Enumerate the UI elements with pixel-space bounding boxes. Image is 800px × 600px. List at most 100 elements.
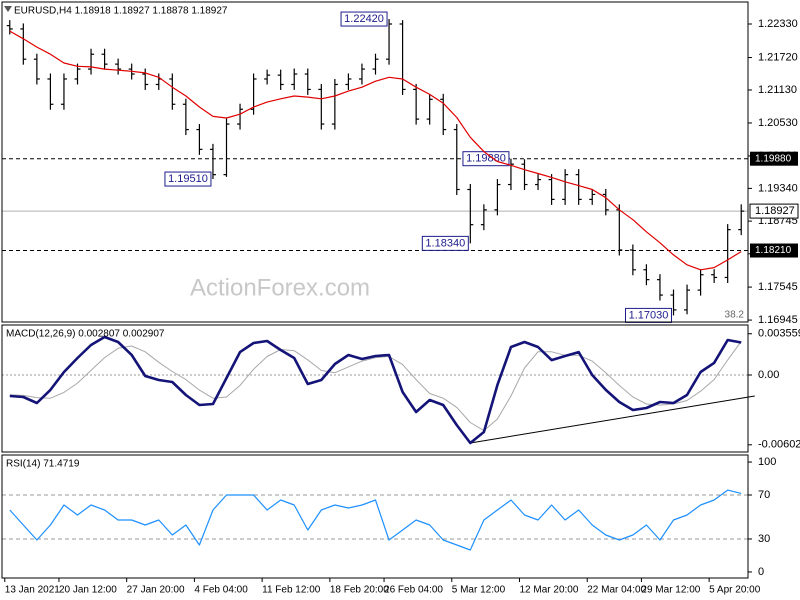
ohlc-bar bbox=[331, 78, 338, 130]
ohlc-bar bbox=[88, 48, 95, 75]
level-label: 1.18210 bbox=[755, 245, 792, 256]
y-tick-label: 1.17545 bbox=[758, 281, 798, 293]
ohlc-bar bbox=[629, 244, 636, 276]
x-tick-label: 20 Jan 12:00 bbox=[59, 585, 117, 596]
ohlc-bar bbox=[453, 124, 460, 195]
current-price-label: 1.18927 bbox=[755, 205, 795, 217]
ohlc-bar bbox=[264, 69, 271, 85]
ohlc-bar bbox=[467, 183, 474, 244]
ohlc-bar bbox=[372, 53, 379, 75]
ohlc-bar bbox=[237, 103, 244, 130]
x-tick-label: 27 Jan 20:00 bbox=[127, 585, 185, 596]
x-tick-label: 13 Jan 2021 bbox=[5, 585, 60, 596]
level-label-box bbox=[750, 151, 798, 166]
ohlc-bar bbox=[589, 188, 596, 205]
x-tick-label: 5 Mar 12:00 bbox=[452, 585, 506, 596]
ohlc-bar bbox=[223, 118, 230, 177]
ohlc-bar bbox=[575, 169, 582, 205]
panel-title: MACD(12,26,9) 0.002807 0.002907 bbox=[6, 329, 165, 340]
ohlc-bar bbox=[169, 73, 176, 110]
ohlc-bar bbox=[670, 289, 677, 316]
ohlc-bar bbox=[535, 174, 542, 191]
y-tick-label: 30 bbox=[758, 533, 770, 545]
ohlc-bar bbox=[6, 20, 13, 35]
series-line bbox=[9, 335, 742, 445]
x-tick-label: 18 Feb 20:00 bbox=[330, 585, 389, 596]
ohlc-bar bbox=[291, 68, 298, 90]
fib-label: 38.2 bbox=[725, 310, 745, 321]
ohlc-bar bbox=[656, 274, 663, 301]
y-tick-label: 1.16945 bbox=[758, 314, 798, 326]
price-annotation: 1.18340 bbox=[425, 237, 465, 249]
ohlc-bar bbox=[399, 20, 406, 95]
ohlc-bar bbox=[738, 204, 745, 236]
series-line bbox=[9, 489, 742, 551]
ohlc-bar bbox=[494, 179, 501, 216]
y-tick-label: 1.21130 bbox=[758, 84, 797, 96]
price-annotation: 1.19510 bbox=[168, 173, 208, 185]
ohlc-bar bbox=[440, 93, 447, 136]
y-tick-label: 1.20530 bbox=[758, 117, 798, 129]
price-annotation: 1.22420 bbox=[344, 13, 384, 25]
x-tick-label: 12 Mar 20:00 bbox=[520, 585, 579, 596]
ohlc-bar bbox=[643, 264, 650, 286]
y-tick-label: 70 bbox=[758, 489, 770, 501]
y-tick-label: -0.006024 bbox=[758, 439, 800, 451]
current-price-box bbox=[749, 203, 799, 219]
collapse-icon bbox=[4, 6, 12, 12]
ohlc-bar bbox=[209, 143, 216, 180]
y-tick-label: 100 bbox=[758, 456, 776, 468]
y-tick-label: 0.003559 bbox=[758, 328, 800, 340]
panel-frame bbox=[1, 454, 749, 579]
level-label: 1.19880 bbox=[755, 153, 792, 164]
price-annotation: 1.19880 bbox=[466, 153, 506, 165]
y-tick-label: 1.22330 bbox=[758, 18, 798, 30]
y-tick-label: 0 bbox=[758, 566, 764, 578]
ohlc-bar bbox=[196, 124, 203, 155]
panel-title: RSI(14) 71.4719 bbox=[6, 459, 80, 470]
ohlc-bar bbox=[101, 48, 108, 70]
ohlc-bar bbox=[142, 68, 149, 90]
ohlc-bar bbox=[345, 73, 352, 90]
ohlc-bar bbox=[33, 53, 40, 85]
ohlc-bar bbox=[507, 158, 514, 191]
price-annotation-box bbox=[421, 235, 469, 251]
ohlc-bar bbox=[697, 269, 704, 296]
price-annotation-box bbox=[340, 11, 388, 27]
level-label-box bbox=[750, 243, 798, 258]
watermark: ActionForex.com bbox=[190, 274, 370, 301]
price-annotation-box bbox=[462, 151, 510, 167]
ohlc-bar bbox=[250, 73, 257, 115]
x-tick-label: 5 Apr 20:00 bbox=[709, 585, 761, 596]
ohlc-bar bbox=[115, 58, 122, 75]
ohlc-bar bbox=[521, 159, 528, 191]
ohlc-bar bbox=[684, 284, 691, 315]
ohlc-bar bbox=[358, 63, 365, 85]
y-tick-label: 0.00 bbox=[758, 369, 779, 381]
ohlc-bar bbox=[724, 224, 731, 283]
ohlc-bar bbox=[386, 19, 393, 65]
series-line bbox=[9, 30, 742, 271]
y-tick-label: 1.21720 bbox=[758, 51, 798, 63]
panel-frame bbox=[1, 1, 749, 323]
ohlc-bar bbox=[47, 73, 54, 110]
ohlc-bar bbox=[20, 23, 27, 65]
y-tick-label: 1.19340 bbox=[758, 182, 798, 194]
series-line bbox=[9, 341, 742, 432]
trendline bbox=[470, 395, 755, 444]
ohlc-bar bbox=[318, 83, 325, 130]
ohlc-bar bbox=[426, 93, 433, 125]
ohlc-bar bbox=[304, 68, 311, 95]
ohlc-bar bbox=[548, 174, 555, 205]
x-tick-label: 29 Mar 12:00 bbox=[641, 585, 700, 596]
ohlc-bar bbox=[602, 188, 609, 216]
ohlc-bar bbox=[413, 83, 420, 125]
x-tick-label: 26 Feb 04:00 bbox=[384, 585, 443, 596]
x-tick-label: 4 Feb 04:00 bbox=[194, 585, 248, 596]
ohlc-bar bbox=[60, 73, 67, 110]
x-tick-label: 11 Feb 12:00 bbox=[262, 585, 321, 596]
panel-title: EURUSD,H4 1.18918 1.18927 1.18878 1.1892… bbox=[14, 6, 228, 17]
